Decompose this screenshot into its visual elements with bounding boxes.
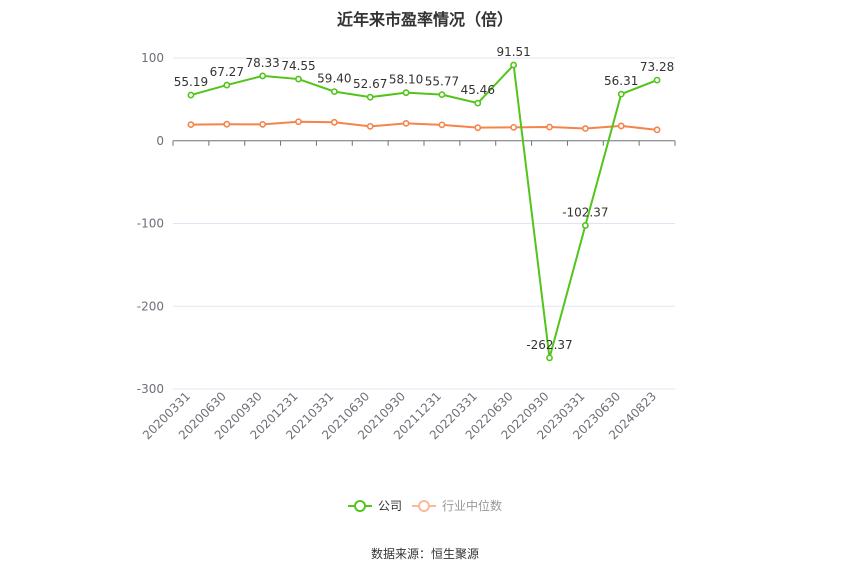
y-tick-label: 0 xyxy=(156,134,164,148)
data-point-company xyxy=(295,75,302,83)
data-point-industry-median xyxy=(259,120,267,128)
data-point-company xyxy=(187,91,195,99)
data-label: 56.31 xyxy=(604,74,638,88)
data-label: 91.51 xyxy=(496,45,530,59)
data-label: 59.40 xyxy=(317,72,351,86)
data-point-company xyxy=(474,99,482,107)
data-label: 74.55 xyxy=(281,59,315,73)
data-point-industry-median xyxy=(187,121,195,129)
data-point-industry-median xyxy=(581,125,589,132)
data-label: -262.37 xyxy=(526,338,572,352)
data-point-company xyxy=(366,93,374,101)
y-tick-label: -100 xyxy=(137,217,164,231)
data-label: 52.67 xyxy=(353,77,387,91)
legend-label-industry-median: 行业中位数 xyxy=(442,498,502,513)
data-label: 73.28 xyxy=(640,60,674,74)
data-label: 58.10 xyxy=(389,73,423,87)
data-point-company xyxy=(402,89,410,97)
data-point-industry-median xyxy=(653,126,661,134)
data-point-company xyxy=(617,90,625,98)
data-point-company xyxy=(259,72,267,80)
data-point-company xyxy=(330,88,338,95)
y-tick-label: -200 xyxy=(137,299,164,313)
series-line-industry-median xyxy=(190,120,658,131)
data-point-company xyxy=(653,76,661,84)
data-label: 67.27 xyxy=(210,65,244,79)
data-point-industry-median xyxy=(474,124,482,132)
data-label: 78.33 xyxy=(245,56,279,70)
data-point-industry-median xyxy=(295,118,302,126)
data-label: 55.77 xyxy=(425,75,459,89)
data-point-industry-median xyxy=(438,121,446,129)
data-point-industry-median xyxy=(366,122,374,130)
y-tick-label: -300 xyxy=(137,382,164,396)
legend-marker-company xyxy=(354,500,366,512)
data-point-industry-median xyxy=(510,123,518,131)
series-line-company xyxy=(190,62,658,359)
data-point-company xyxy=(581,222,589,229)
chart-title: 近年来市盈率情况（倍） xyxy=(336,10,513,29)
data-point-industry-median xyxy=(617,122,625,130)
data-point-industry-median xyxy=(402,119,410,127)
data-point-industry-median xyxy=(330,118,338,126)
data-point-industry-median xyxy=(223,120,231,128)
data-label: -102.37 xyxy=(562,205,608,219)
data-point-company xyxy=(510,61,518,69)
data-point-industry-median xyxy=(546,123,553,131)
data-point-company xyxy=(546,354,553,362)
data-label: 55.19 xyxy=(174,75,208,89)
legend-marker-industry-median xyxy=(418,500,430,512)
data-point-company xyxy=(438,91,446,99)
y-tick-label: 100 xyxy=(141,51,164,65)
legend-label-company: 公司 xyxy=(378,499,402,513)
data-point-company xyxy=(223,81,231,89)
data-source: 数据来源：恒生聚源 xyxy=(370,547,479,561)
data-label: 45.46 xyxy=(461,83,495,97)
